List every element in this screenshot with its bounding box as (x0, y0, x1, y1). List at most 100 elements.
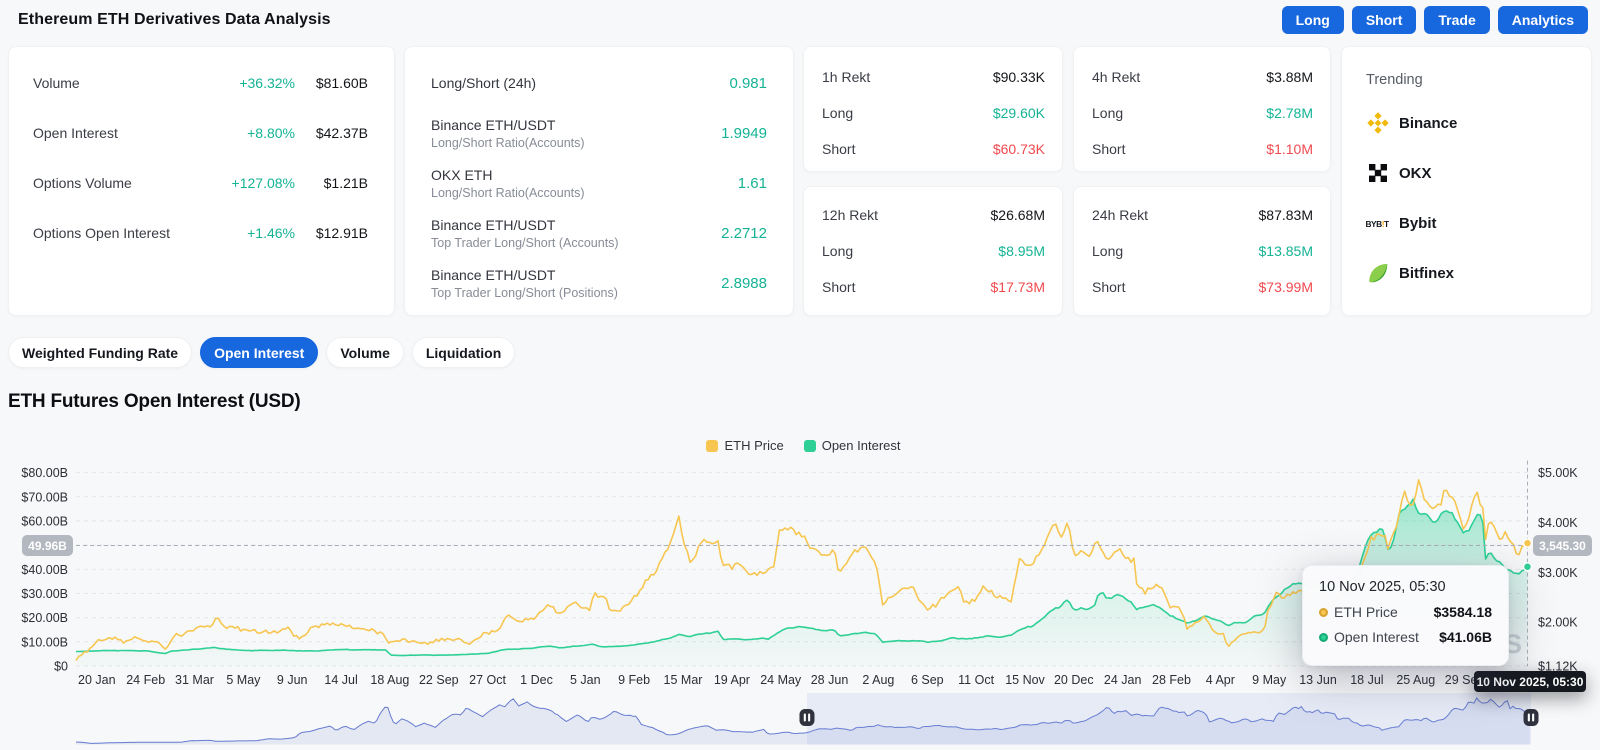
open-interest-area (76, 499, 1528, 666)
svg-text:31 Mar: 31 Mar (175, 673, 214, 687)
svg-text:4 Apr: 4 Apr (1206, 673, 1235, 687)
svg-text:13 Jun: 13 Jun (1299, 673, 1337, 687)
svg-text:5 May: 5 May (226, 673, 261, 687)
open-interest-marker-dot (1522, 561, 1533, 572)
tab-weighted-funding-rate[interactable]: Weighted Funding Rate (8, 337, 193, 368)
trending-item-label: Bybit (1399, 214, 1437, 232)
metric-change: +1.46% (247, 225, 295, 241)
svg-text:9 Jun: 9 Jun (277, 673, 308, 687)
ratio-sublabel: Top Trader Long/Short (Positions) (431, 285, 618, 300)
svg-text:28 Feb: 28 Feb (1152, 673, 1191, 687)
ratio-value: 0.981 (729, 74, 767, 92)
legend-item-eth-price[interactable]: ETH Price (706, 438, 784, 453)
navigator-area (76, 698, 1530, 745)
trending-card: Trending Binance OKX BYB!T Bybit (1341, 46, 1592, 316)
rekt-long-label: Long (1092, 243, 1124, 259)
trade-button[interactable]: Trade (1424, 6, 1490, 34)
legend-item-open-interest[interactable]: Open Interest (803, 438, 901, 453)
ratio-value: 1.9949 (721, 124, 767, 142)
analytics-button[interactable]: Analytics (1497, 6, 1588, 34)
okx-icon (1369, 164, 1387, 182)
eth-price-swatch (706, 439, 719, 452)
open-interest-swatch (803, 439, 816, 452)
metric-row-open-interest: Open Interest +8.80% $42.37B (33, 108, 368, 158)
open-interest-dot-icon (1319, 632, 1328, 642)
tab-liquidation[interactable]: Liquidation (411, 337, 516, 368)
metric-value: $81.60B (315, 75, 368, 91)
ratio-label: OKX ETH (431, 166, 493, 183)
rekt-short-label: Short (822, 279, 856, 295)
ratio-sublabel: Long/Short Ratio(Accounts) (431, 135, 585, 150)
metric-change: +127.08% (231, 175, 295, 191)
svg-text:24 Feb: 24 Feb (126, 673, 165, 687)
svg-text:$0: $0 (54, 660, 68, 674)
svg-text:15 Nov: 15 Nov (1005, 673, 1045, 687)
svg-text:BYB!T: BYB!T (1366, 219, 1390, 229)
rekt-long-value: $29.60K (992, 105, 1045, 121)
svg-text:$4.00K: $4.00K (1538, 516, 1578, 530)
chart-tooltip: 10 Nov 2025, 05:30 ETH Price $3584.18 Op… (1302, 565, 1509, 666)
svg-text:27 Oct: 27 Oct (469, 673, 506, 687)
rekt-short-value: $60.73K (992, 141, 1045, 157)
eth-price-dot-icon (1319, 607, 1328, 617)
datazoom-left-handle[interactable] (799, 709, 815, 726)
rekt-24h-card: 24h Rekt $87.83M Long $13.85M Short $73.99M (1073, 186, 1331, 316)
tooltip-datetime: 10 Nov 2025, 05:30 (1319, 579, 1446, 595)
datazoom-right-handle[interactable] (1523, 709, 1539, 726)
long-button[interactable]: Long (1281, 6, 1344, 34)
x-axis-labels: 20 Jan 24 Feb 31 Mar 5 May 9 Jun 14 Jul 18 Aug… (78, 673, 1484, 687)
trending-item-bitfinex[interactable]: Bitfinex (1366, 248, 1573, 298)
rekt-title: 4h Rekt (1092, 69, 1141, 85)
rekt-short-value: $73.99M (1258, 279, 1313, 295)
rekt-short-value: $1.10M (1266, 141, 1313, 157)
ratio-sublabel: Top Trader Long/Short (Accounts) (431, 235, 619, 250)
datazoom-selection[interactable] (807, 693, 1531, 745)
binance-icon (1367, 112, 1389, 134)
top-buttons: Long Short Trade Analytics (1281, 6, 1588, 34)
tooltip-value: $3584.18 (1433, 604, 1492, 620)
rekt-title: 24h Rekt (1092, 207, 1149, 223)
svg-text:9 Feb: 9 Feb (618, 673, 650, 687)
rekt-short-label: Short (1092, 279, 1126, 295)
trending-item-okx[interactable]: OKX (1366, 148, 1573, 198)
ratio-label: Binance ETH/USDT (431, 266, 556, 283)
tooltip-label: Open Interest (1334, 629, 1419, 645)
svg-text:$80.00B: $80.00B (21, 466, 68, 480)
left-axis-labels: $80.00B $70.00B $60.00B $40.00B $30.00B $20.0… (21, 466, 68, 673)
left-axis-pointer-badge: 49.96B (22, 535, 73, 556)
svg-text:20 Dec: 20 Dec (1054, 673, 1094, 687)
svg-text:$40.00B: $40.00B (21, 563, 68, 577)
svg-text:5 Jan: 5 Jan (570, 673, 601, 687)
svg-text:28 Jun: 28 Jun (811, 673, 849, 687)
rekt-1h-card: 1h Rekt $90.33K Long $29.60K Short $60.73K (803, 46, 1063, 172)
metric-change: +8.80% (247, 125, 295, 141)
ratio-row-binance-accounts: Binance ETH/USDT Long/Short Ratio(Accoun… (431, 108, 767, 158)
svg-text:1 Dec: 1 Dec (520, 673, 553, 687)
svg-text:9 May: 9 May (1252, 673, 1287, 687)
svg-text:18 Jul: 18 Jul (1350, 673, 1383, 687)
trending-item-binance[interactable]: Binance (1366, 98, 1573, 148)
metric-label: Open Interest (33, 125, 118, 141)
metric-label: Volume (33, 75, 80, 91)
svg-text:11 Oct: 11 Oct (958, 673, 994, 687)
tab-volume[interactable]: Volume (326, 337, 404, 368)
trending-item-bybit[interactable]: BYB!T Bybit (1366, 198, 1573, 248)
rekt-long-value: $2.78M (1266, 105, 1313, 121)
eth-price-marker-dot (1522, 538, 1533, 548)
rekt-title: 12h Rekt (822, 207, 879, 223)
chart-tabs: Weighted Funding Rate Open Interest Volu… (8, 337, 516, 368)
svg-text:$30.00B: $30.00B (21, 587, 68, 601)
rekt-short-value: $17.73M (990, 279, 1045, 295)
bybit-icon: BYB!T (1366, 219, 1390, 229)
derivatives-chart[interactable]: S$80.00B$70.00B$60.00B$40.00B$30.00B$20.… (0, 430, 1600, 750)
svg-text:$1.12K: $1.12K (1538, 660, 1578, 674)
ratio-value: 2.2712 (721, 224, 767, 242)
tab-open-interest[interactable]: Open Interest (200, 337, 319, 368)
metric-row-volume: Volume +36.32% $81.60B (33, 58, 368, 108)
legend-label: ETH Price (724, 438, 784, 453)
trending-item-label: OKX (1399, 164, 1432, 182)
svg-text:18 Aug: 18 Aug (370, 673, 409, 687)
rekt-12h-card: 12h Rekt $26.68M Long $8.95M Short $17.73M (803, 186, 1063, 316)
metric-label: Options Open Interest (33, 225, 170, 241)
short-button[interactable]: Short (1351, 6, 1417, 34)
